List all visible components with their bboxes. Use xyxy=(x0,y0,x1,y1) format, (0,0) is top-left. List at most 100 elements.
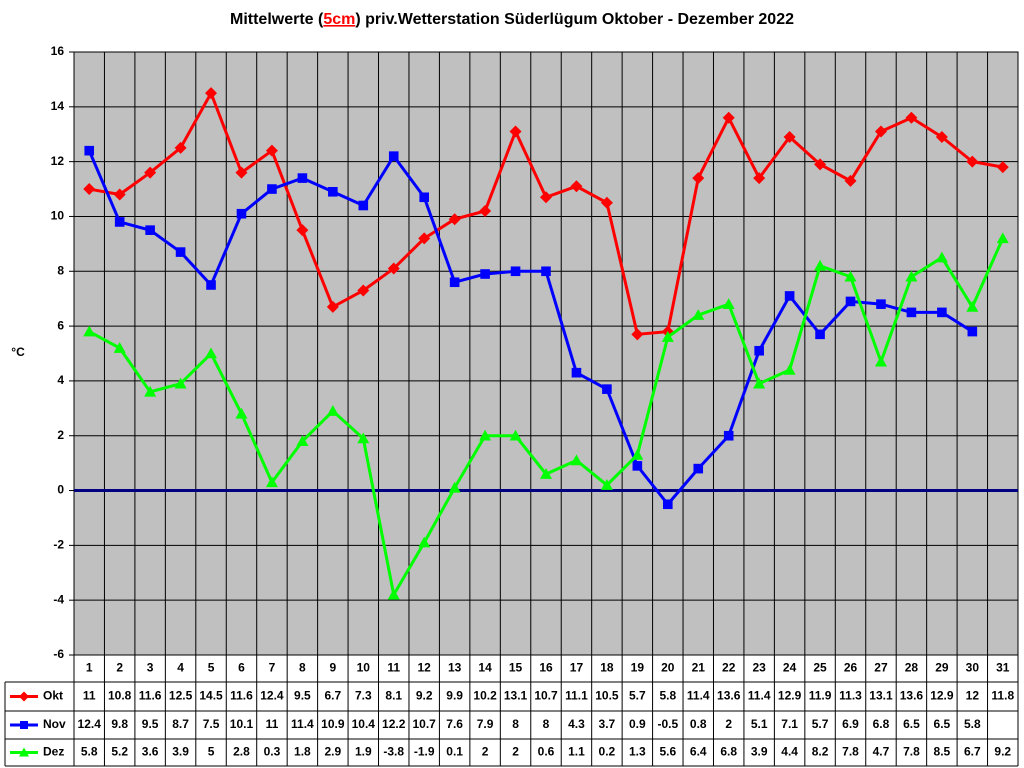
table-value: 7.9 xyxy=(477,717,494,731)
marker xyxy=(722,111,735,124)
marker xyxy=(571,367,582,378)
marker xyxy=(144,385,157,397)
table-value: 11.1 xyxy=(565,689,588,703)
table-value: 11.9 xyxy=(809,689,832,703)
marker xyxy=(509,429,522,441)
table-value: 1.1 xyxy=(568,745,585,759)
marker xyxy=(418,536,431,548)
table-value: 5.7 xyxy=(629,689,646,703)
table-value: 6.5 xyxy=(903,717,920,731)
x-tick-label: 11 xyxy=(387,661,400,675)
y-tick-label: -4 xyxy=(53,592,64,606)
marker xyxy=(905,270,918,282)
marker xyxy=(874,125,887,138)
table-value: 8 xyxy=(543,717,550,731)
marker xyxy=(632,461,643,471)
marker xyxy=(448,481,461,493)
marker xyxy=(83,325,96,337)
y-tick-label: 8 xyxy=(57,263,64,277)
x-tick-label: 15 xyxy=(509,661,523,675)
marker xyxy=(876,299,886,309)
marker xyxy=(783,130,796,143)
marker xyxy=(235,166,248,179)
marker xyxy=(753,172,766,185)
marker xyxy=(357,284,370,297)
table-value: 9.5 xyxy=(142,717,159,731)
table-value: 2.9 xyxy=(324,745,341,759)
table-value: 6.8 xyxy=(720,745,737,759)
table-value: 13.1 xyxy=(869,689,893,703)
x-tick-label: 24 xyxy=(783,661,797,675)
table-value: 7.3 xyxy=(355,689,372,703)
table-value: 5.8 xyxy=(81,745,98,759)
marker xyxy=(480,269,490,279)
table-value: 11.6 xyxy=(139,689,162,703)
y-tick-label: -2 xyxy=(53,538,64,552)
x-tick-label: 1 xyxy=(86,661,93,675)
marker xyxy=(906,307,917,318)
marker xyxy=(631,448,644,460)
table-value: 8 xyxy=(512,717,519,731)
table-value: 10.9 xyxy=(321,717,345,731)
table-value: 10.5 xyxy=(595,689,619,703)
x-tick-label: 17 xyxy=(570,661,584,675)
marker xyxy=(387,262,400,275)
marker xyxy=(661,331,674,342)
marker xyxy=(783,363,796,375)
table-value: 10.7 xyxy=(413,717,437,731)
legend-label: Okt xyxy=(43,689,63,703)
marker xyxy=(358,200,369,211)
table-value: 11.3 xyxy=(839,689,862,703)
table-value: 2 xyxy=(482,745,489,759)
x-tick-label: 4 xyxy=(177,661,184,675)
marker xyxy=(540,468,552,479)
marker xyxy=(966,155,979,168)
table-value: 5.6 xyxy=(659,745,676,759)
y-tick-label: 12 xyxy=(51,154,65,168)
table-value: -3.8 xyxy=(383,745,404,759)
table-value: 2.8 xyxy=(233,745,250,759)
table-value: 9.2 xyxy=(416,689,433,703)
marker xyxy=(113,188,126,201)
marker xyxy=(206,280,216,290)
table-value: 1.8 xyxy=(294,745,311,759)
table-value: 12.2 xyxy=(382,717,406,731)
x-tick-label: 16 xyxy=(539,661,553,675)
x-tick-label: 29 xyxy=(935,661,949,675)
table-value: 10.7 xyxy=(534,689,558,703)
marker xyxy=(84,145,95,156)
marker xyxy=(296,224,309,237)
marker xyxy=(814,259,827,271)
marker xyxy=(113,342,126,353)
y-tick-label: 6 xyxy=(57,318,64,332)
x-tick-label: 23 xyxy=(752,661,766,675)
marker xyxy=(570,180,583,193)
table-value: 0.9 xyxy=(629,717,646,731)
marker xyxy=(905,111,918,124)
marker xyxy=(297,173,308,183)
x-tick-label: 25 xyxy=(813,661,827,675)
table-value: 5.1 xyxy=(751,717,768,731)
marker xyxy=(265,144,278,157)
marker xyxy=(144,166,157,179)
table-value: 3.9 xyxy=(172,745,189,759)
x-tick-label: 31 xyxy=(996,661,1010,675)
marker xyxy=(784,291,795,301)
table-value: 6.5 xyxy=(934,717,951,731)
marker xyxy=(479,204,492,217)
legend-label: Dez xyxy=(43,745,64,759)
table-value: 11 xyxy=(266,717,279,731)
marker xyxy=(570,454,583,466)
marker xyxy=(236,208,247,219)
table-value: -1.9 xyxy=(414,745,435,759)
marker xyxy=(387,588,400,600)
table-value: 7.1 xyxy=(781,717,798,731)
marker xyxy=(935,251,948,263)
table-value: 0.1 xyxy=(446,745,463,759)
marker xyxy=(388,151,399,161)
y-axis-label: °C xyxy=(11,345,25,359)
table-value: 3.9 xyxy=(751,745,768,759)
marker xyxy=(874,355,887,367)
marker xyxy=(510,266,521,277)
y-tick-label: 16 xyxy=(51,44,65,58)
